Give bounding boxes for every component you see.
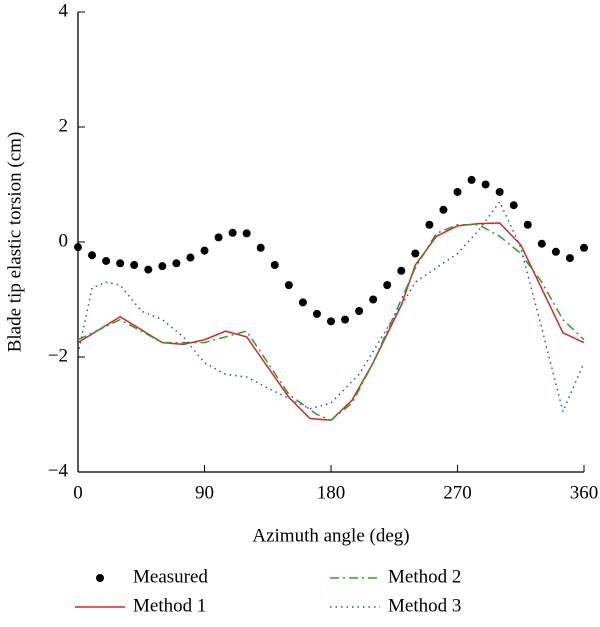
data-point — [523, 220, 532, 229]
data-point — [453, 187, 462, 196]
x-tick-label: 360 — [570, 482, 599, 503]
data-point — [481, 180, 490, 189]
legend-marker — [96, 574, 104, 582]
data-point — [411, 249, 420, 258]
legend-label: Method 2 — [388, 566, 461, 587]
data-point — [144, 265, 153, 274]
data-point — [298, 298, 307, 307]
data-point — [509, 201, 518, 210]
data-point — [565, 254, 574, 263]
data-point — [312, 309, 321, 318]
data-point — [580, 243, 588, 252]
legend-label: Method 1 — [133, 595, 206, 616]
x-tick-label: 270 — [443, 482, 472, 503]
data-point — [327, 317, 335, 326]
y-tick-label: −2 — [48, 345, 68, 366]
data-point — [158, 262, 167, 271]
y-tick-label: 4 — [59, 0, 69, 21]
x-tick-label: 180 — [317, 482, 346, 503]
legend-label: Method 3 — [388, 595, 461, 616]
data-point — [425, 220, 434, 229]
data-point — [200, 246, 209, 255]
y-tick-label: −4 — [48, 460, 69, 481]
x-tick-label: 0 — [73, 482, 83, 503]
y-axis-title: Blade tip elastic torsion (cm) — [4, 132, 25, 353]
data-point — [172, 259, 181, 268]
data-point — [369, 295, 378, 304]
data-point — [341, 315, 350, 324]
data-point — [228, 228, 237, 237]
data-point — [130, 261, 139, 269]
data-point — [256, 243, 265, 252]
legend-label: Measured — [133, 566, 208, 587]
data-point — [214, 233, 223, 242]
y-tick-label: 2 — [59, 115, 69, 136]
data-point — [355, 307, 364, 315]
data-point — [186, 253, 195, 262]
x-tick-label: 90 — [195, 482, 214, 503]
data-line — [77, 200, 585, 414]
x-axis-title: Azimuth angle (deg) — [252, 525, 409, 546]
data-point — [116, 259, 125, 268]
data-point — [74, 243, 82, 252]
data-point — [551, 247, 560, 256]
data-point — [397, 266, 406, 275]
data-point — [270, 261, 279, 269]
data-point — [467, 175, 476, 184]
data-point — [88, 251, 97, 260]
data-point — [495, 187, 504, 196]
data-point — [284, 281, 293, 290]
y-tick-label: 0 — [59, 230, 69, 251]
data-point — [102, 256, 111, 265]
data-point — [383, 281, 392, 290]
data-point — [439, 205, 448, 214]
data-point — [242, 229, 251, 238]
data-point — [537, 239, 546, 248]
data-line — [77, 224, 585, 422]
